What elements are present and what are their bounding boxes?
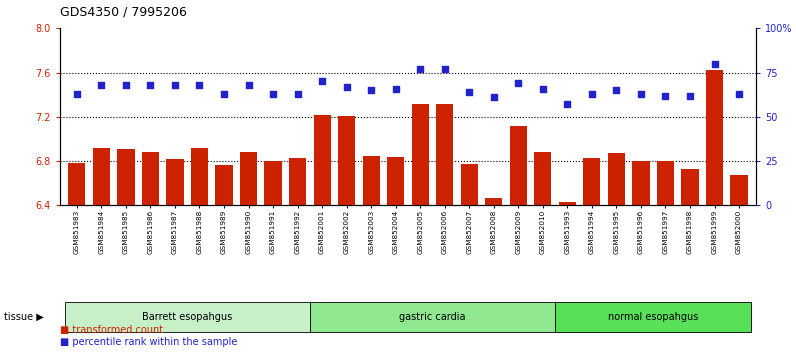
Point xyxy=(512,80,525,86)
Bar xyxy=(436,103,453,205)
Point xyxy=(439,66,451,72)
Point xyxy=(193,82,206,88)
Point xyxy=(217,91,230,97)
Bar xyxy=(68,163,85,205)
Bar xyxy=(289,158,306,205)
Bar xyxy=(534,152,552,205)
Bar xyxy=(191,148,208,205)
Point xyxy=(487,95,500,100)
Point xyxy=(291,91,304,97)
Bar xyxy=(583,158,600,205)
Point xyxy=(414,66,427,72)
Bar xyxy=(240,152,257,205)
Bar xyxy=(363,155,380,205)
Point xyxy=(316,79,329,84)
Text: GDS4350 / 7995206: GDS4350 / 7995206 xyxy=(60,5,186,18)
Point xyxy=(365,87,377,93)
Bar xyxy=(166,159,184,205)
Point xyxy=(463,89,476,95)
Point xyxy=(169,82,181,88)
Text: normal esopahgus: normal esopahgus xyxy=(608,312,698,322)
Bar xyxy=(387,156,404,205)
Point xyxy=(267,91,279,97)
Bar xyxy=(314,115,330,205)
Point xyxy=(537,86,549,91)
Bar xyxy=(338,116,355,205)
Bar xyxy=(117,149,135,205)
Bar xyxy=(681,169,699,205)
Point xyxy=(634,91,647,97)
Bar xyxy=(657,161,674,205)
Bar xyxy=(731,176,747,205)
Text: tissue ▶: tissue ▶ xyxy=(4,312,44,322)
Point xyxy=(242,82,255,88)
Point xyxy=(732,91,745,97)
Point xyxy=(71,91,84,97)
Bar xyxy=(486,198,502,205)
Point xyxy=(144,82,157,88)
Point xyxy=(684,93,696,98)
Bar xyxy=(706,70,723,205)
Point xyxy=(561,102,574,107)
Bar xyxy=(608,153,625,205)
Point xyxy=(340,84,353,90)
Point xyxy=(586,91,599,97)
Bar xyxy=(412,103,429,205)
Bar xyxy=(559,202,576,205)
Point xyxy=(659,93,672,98)
Text: ■ transformed count: ■ transformed count xyxy=(60,325,163,335)
Bar xyxy=(216,166,232,205)
Point xyxy=(708,61,721,67)
Text: ■ percentile rank within the sample: ■ percentile rank within the sample xyxy=(60,337,237,347)
Point xyxy=(610,87,622,93)
Text: Barrett esopahgus: Barrett esopahgus xyxy=(142,312,232,322)
Point xyxy=(119,82,132,88)
Bar xyxy=(461,164,478,205)
Bar xyxy=(264,161,282,205)
Bar xyxy=(632,161,650,205)
Point xyxy=(389,86,402,91)
Text: gastric cardia: gastric cardia xyxy=(400,312,466,322)
Bar xyxy=(93,148,110,205)
Bar xyxy=(142,152,159,205)
Bar xyxy=(509,126,527,205)
Point xyxy=(95,82,107,88)
